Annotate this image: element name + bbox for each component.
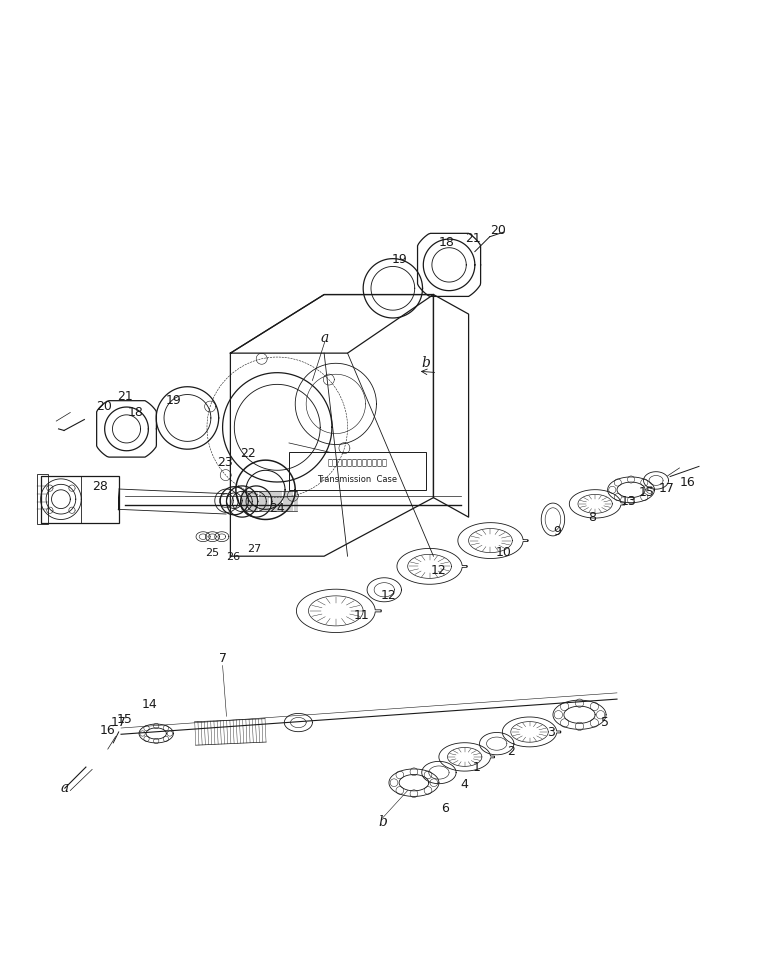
Text: 14: 14 bbox=[142, 699, 158, 711]
Text: 6: 6 bbox=[441, 802, 449, 815]
Text: 25: 25 bbox=[205, 549, 219, 558]
Text: 17: 17 bbox=[658, 482, 674, 495]
Text: a: a bbox=[61, 781, 69, 795]
Text: 10: 10 bbox=[496, 547, 512, 559]
Bar bbox=[41, 476, 81, 522]
Text: 27: 27 bbox=[247, 545, 261, 554]
Text: 21: 21 bbox=[465, 232, 480, 245]
Text: 16: 16 bbox=[679, 476, 695, 489]
Bar bbox=[289, 452, 426, 490]
Text: 12: 12 bbox=[381, 589, 397, 602]
Text: 18: 18 bbox=[439, 236, 455, 249]
Text: 7: 7 bbox=[219, 652, 226, 664]
Text: 15: 15 bbox=[117, 712, 133, 726]
Text: 20: 20 bbox=[490, 225, 506, 237]
Text: 5: 5 bbox=[601, 715, 609, 729]
Text: 11: 11 bbox=[354, 608, 369, 622]
Text: 3: 3 bbox=[547, 726, 555, 738]
Text: Transmission  Case: Transmission Case bbox=[317, 475, 398, 484]
Text: 15: 15 bbox=[639, 486, 654, 499]
Text: 9: 9 bbox=[553, 525, 561, 538]
Text: 16: 16 bbox=[100, 724, 116, 737]
Text: トランスミッションケース: トランスミッションケース bbox=[327, 458, 387, 468]
Text: 8: 8 bbox=[588, 511, 596, 524]
Text: 22: 22 bbox=[241, 447, 256, 460]
Bar bbox=[37, 474, 48, 524]
Text: 2: 2 bbox=[508, 745, 515, 759]
Text: 24: 24 bbox=[269, 501, 285, 515]
Text: 19: 19 bbox=[166, 394, 181, 407]
Text: 12: 12 bbox=[431, 564, 447, 577]
Text: 1: 1 bbox=[473, 761, 480, 774]
Text: 13: 13 bbox=[621, 495, 637, 508]
Text: a: a bbox=[321, 331, 329, 344]
Text: 20: 20 bbox=[96, 400, 112, 414]
Text: 17: 17 bbox=[111, 716, 127, 730]
Bar bbox=[41, 476, 119, 522]
Text: 4: 4 bbox=[461, 778, 469, 791]
Text: 28: 28 bbox=[92, 480, 108, 493]
Text: 19: 19 bbox=[392, 254, 408, 266]
Text: b: b bbox=[421, 357, 430, 370]
Text: 21: 21 bbox=[117, 390, 133, 403]
Text: 18: 18 bbox=[127, 406, 143, 418]
Text: b: b bbox=[378, 815, 387, 829]
Text: 26: 26 bbox=[226, 552, 240, 562]
Text: 23: 23 bbox=[217, 456, 233, 469]
